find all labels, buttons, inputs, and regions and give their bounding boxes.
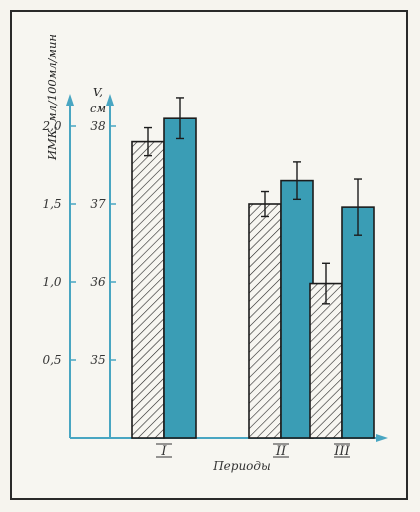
y-tick-label-right: 37 <box>90 197 106 211</box>
bar-teal-I <box>163 117 197 439</box>
y-axis-right-arrow <box>106 94 114 106</box>
bar-hatched-III <box>309 282 343 439</box>
y-tick-label-right: 35 <box>90 353 105 367</box>
y-tick-label-left: 1,5 <box>42 197 61 211</box>
x-tick-label: II <box>275 444 287 459</box>
x-axis-label: Периоды <box>212 459 271 473</box>
y-ticks-right: 35 36 37 38 <box>90 119 116 367</box>
x-tick-label: I <box>160 444 167 459</box>
bar-hatched-II <box>248 203 282 439</box>
bar-teal-III <box>341 206 375 439</box>
right-axis-title-bottom: см <box>90 101 106 115</box>
y-ticks-left: 0,5 1,0 1,5 2,0 <box>41 119 76 367</box>
right-axis-title-top: V, <box>93 85 103 99</box>
y-tick-label-right: 38 <box>90 119 106 133</box>
y-tick-label-left: 0,5 <box>42 353 61 367</box>
y-tick-label-left: 1,0 <box>42 275 61 289</box>
x-axis-arrow <box>376 434 388 442</box>
x-ticks: I II III <box>156 443 351 459</box>
bar-teal-II <box>280 179 314 439</box>
chart-svg: ИМК, мл/100мл/мин V, см 0,51,01,52,0 353… <box>41 34 388 473</box>
x-tick-label: III <box>333 444 350 459</box>
bar-hatched-I <box>131 140 165 439</box>
error-bars <box>144 97 362 305</box>
bars <box>131 117 375 439</box>
y-axis-left-arrow <box>66 94 74 106</box>
y-axis-title: ИМК, мл/100мл/мин <box>45 34 59 161</box>
y-tick-label-left: 2,0 <box>41 119 61 133</box>
y-tick-label-right: 36 <box>90 275 106 289</box>
chart-figure: ИМК, мл/100мл/мин V, см 0,5 1,0 1,5 2,0 35 3… <box>10 10 408 500</box>
